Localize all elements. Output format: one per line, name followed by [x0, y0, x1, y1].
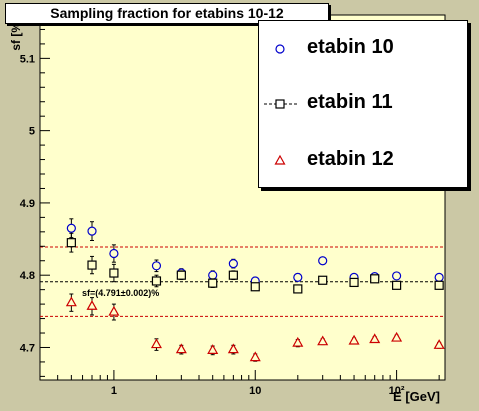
data-point — [151, 276, 162, 286]
data-point — [109, 248, 119, 259]
legend-label: etabin 11 — [307, 91, 393, 113]
y-tick-label: 5.1 — [20, 53, 35, 65]
y-axis-label: sf [%] — [9, 18, 23, 51]
data-point — [227, 343, 239, 354]
data-point — [391, 271, 402, 281]
plot-title: Sampling fraction for etabins 10-12 — [5, 3, 329, 24]
legend-label: etabin 12 — [307, 148, 394, 170]
data-point — [228, 259, 238, 269]
square-marker-icon — [264, 99, 299, 109]
y-tick-label: 4.8 — [20, 270, 35, 282]
x-axis-label: E [GeV] — [393, 389, 440, 404]
triangle-marker-icon — [274, 154, 286, 165]
circle-marker-icon — [275, 44, 285, 54]
data-point — [66, 238, 76, 248]
legend: etabin 10 etabin 11 etabin 12 — [258, 20, 468, 188]
data-point — [249, 351, 261, 362]
legend-entry-etabin-12: etabin 12 — [259, 141, 467, 181]
data-point — [391, 280, 402, 290]
data-point — [176, 270, 186, 280]
x-tick-label: 1 — [111, 385, 117, 397]
data-point — [349, 277, 359, 288]
data-point — [434, 280, 444, 290]
data-point — [87, 226, 97, 236]
data-points — [65, 218, 445, 362]
data-point — [318, 275, 328, 285]
data-point — [175, 343, 187, 354]
fit-label: sf=(4.791±0.002)% — [82, 288, 159, 298]
x-tick-label: 10 — [249, 385, 261, 397]
data-point — [207, 344, 219, 354]
data-point — [391, 331, 403, 342]
data-point — [228, 270, 238, 280]
legend-label: etabin 10 — [307, 36, 394, 58]
data-point — [86, 300, 98, 310]
x-tick-label: 10² — [389, 385, 405, 397]
data-point — [66, 223, 76, 233]
data-point — [434, 272, 444, 282]
data-point — [208, 270, 218, 280]
y-tick-label: 5 — [29, 126, 35, 138]
axes: 4.7 4.8 4.9 5 5.1 1 10 10² — [20, 14, 440, 397]
data-point — [87, 260, 97, 270]
data-point — [65, 296, 77, 307]
data-point — [317, 335, 329, 346]
legend-entry-etabin-10: etabin 10 — [259, 29, 467, 69]
data-point — [293, 284, 303, 294]
legend-entry-etabin-11: etabin 11 — [259, 84, 467, 124]
y-tick-label: 4.9 — [20, 198, 35, 210]
data-point — [292, 336, 304, 347]
data-point — [208, 278, 218, 288]
data-point — [250, 282, 260, 292]
data-point — [109, 268, 119, 278]
data-point — [108, 305, 120, 316]
data-point — [293, 272, 303, 282]
data-point — [151, 261, 162, 271]
data-point — [348, 334, 360, 345]
data-point — [370, 274, 380, 284]
data-point — [369, 333, 381, 344]
data-point — [318, 256, 328, 266]
data-point — [433, 339, 445, 349]
y-tick-label: 4.7 — [20, 342, 35, 354]
data-point — [150, 338, 162, 349]
